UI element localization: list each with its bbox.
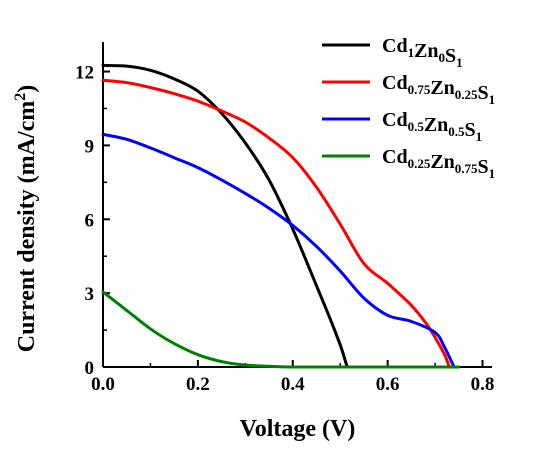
- x-tick-label: 0.6: [376, 374, 400, 395]
- x-tick-label: 0.8: [471, 374, 495, 395]
- series-line: [101, 63, 349, 369]
- x-tick-label: 0.4: [281, 374, 305, 395]
- x-axis-title: Voltage (V): [240, 416, 356, 442]
- series-line: [101, 78, 451, 369]
- y-tick-label: 3: [85, 284, 95, 305]
- y-tick-label: 12: [75, 63, 94, 84]
- y-axis-title: Current density (mA/cm2): [12, 85, 40, 353]
- y-tick-label: 9: [85, 136, 95, 157]
- y-axis: 0 3 6 9 12: [75, 63, 110, 379]
- legend-entry: Cd1Zn0S1: [382, 35, 463, 70]
- x-axis: 0.0 0.2 0.4 0.6 0.8: [91, 360, 494, 395]
- legend-entry: Cd0.5Zn0.5S1: [382, 109, 482, 144]
- series-lines: [101, 63, 461, 369]
- y-tick-label: 0: [85, 358, 95, 379]
- legend-entry: Cd0.25Zn0.75S1: [382, 146, 495, 181]
- legend-entry: Cd0.75Zn0.25S1: [382, 72, 495, 107]
- legend: Cd1Zn0S1Cd0.75Zn0.25S1Cd0.5Zn0.5S1Cd0.25…: [322, 35, 495, 181]
- y-tick-label: 6: [85, 210, 95, 231]
- x-tick-label: 0.0: [91, 374, 115, 395]
- series-line: [101, 132, 456, 369]
- series-line: [101, 290, 461, 369]
- x-tick-label: 0.2: [186, 374, 210, 395]
